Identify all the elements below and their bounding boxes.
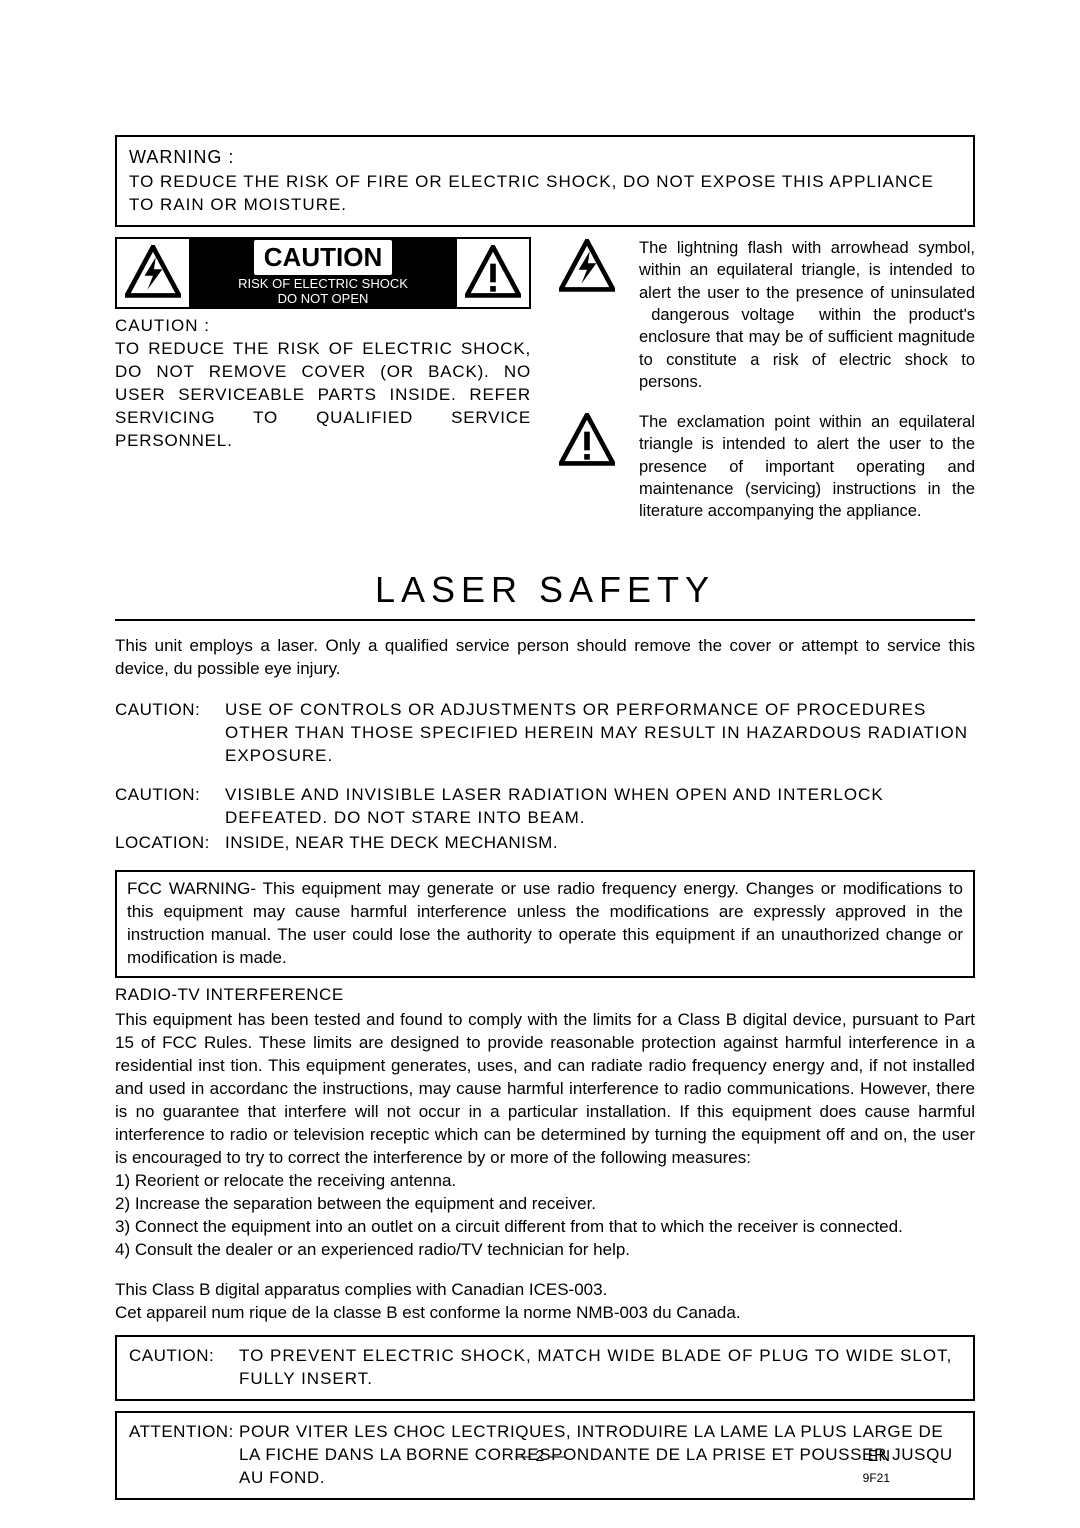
radio-tv-body: This equipment has been tested and found… bbox=[115, 1009, 975, 1170]
caution-body: VISIBLE AND INVISIBLE LASER RADIATION WH… bbox=[225, 784, 975, 830]
page-language: EN bbox=[868, 1446, 890, 1468]
left-column: CAUTION RISK OF ELECTRIC SHOCK DO NOT OP… bbox=[115, 237, 531, 540]
radio-tv-title: RADIO-TV INTERFERENCE bbox=[115, 984, 975, 1007]
measure-2: 2) Increase the separation between the e… bbox=[115, 1193, 975, 1216]
warning-body: TO REDUCE THE RISK OF FIRE OR ELECTRIC S… bbox=[129, 171, 961, 217]
caution-label-line2: DO NOT OPEN bbox=[278, 292, 369, 307]
laser-intro: This unit employs a laser. Only a qualif… bbox=[115, 635, 975, 681]
caution-body: USE OF CONTROLS OR ADJUSTMENTS OR PERFOR… bbox=[225, 699, 975, 768]
caution-label: CAUTION: bbox=[115, 784, 225, 830]
plug-en-label: CAUTION: bbox=[129, 1345, 239, 1391]
caution-label: CAUTION: bbox=[115, 699, 225, 768]
location-row: LOCATION: INSIDE, NEAR THE DECK MECHANIS… bbox=[115, 832, 975, 855]
caution-row-2: CAUTION: VISIBLE AND INVISIBLE LASER RAD… bbox=[115, 784, 975, 830]
plug-en-body: TO PREVENT ELECTRIC SHOCK, MATCH WIDE BL… bbox=[239, 1345, 961, 1391]
exclaim-icon bbox=[559, 411, 619, 522]
measures-list: 1) Reorient or relocate the receiving an… bbox=[115, 1170, 975, 1262]
caution-label-line1: RISK OF ELECTRIC SHOCK bbox=[238, 277, 408, 292]
bolt-icon bbox=[559, 237, 619, 393]
caution-title: CAUTION : bbox=[115, 315, 531, 338]
lightning-paragraph: The lightning flash with arrowhead symbo… bbox=[559, 237, 975, 393]
caution-body: TO REDUCE THE RISK OF ELECTRIC SHOCK, DO… bbox=[115, 338, 531, 453]
bolt-icon bbox=[117, 239, 189, 307]
plug-caution-en-box: CAUTION: TO PREVENT ELECTRIC SHOCK, MATC… bbox=[115, 1335, 975, 1401]
warning-title: WARNING : bbox=[129, 145, 961, 169]
exclaim-icon bbox=[457, 239, 529, 307]
measure-1: 1) Reorient or relocate the receiving an… bbox=[115, 1170, 975, 1193]
warning-box: WARNING : TO REDUCE THE RISK OF FIRE OR … bbox=[115, 135, 975, 227]
exclaim-text: The exclamation point within an equilate… bbox=[639, 411, 975, 522]
class-b-fr: Cet appareil num rique de la classe B es… bbox=[115, 1302, 975, 1325]
measure-3: 3) Connect the equipment into an outlet … bbox=[115, 1216, 975, 1239]
location-label: LOCATION: bbox=[115, 832, 225, 855]
caution-label-center: CAUTION RISK OF ELECTRIC SHOCK DO NOT OP… bbox=[189, 239, 457, 307]
page-number: — 2 — bbox=[0, 1446, 1080, 1468]
lightning-text: The lightning flash with arrowhead symbo… bbox=[639, 237, 975, 393]
location-body: INSIDE, NEAR THE DECK MECHANISM. bbox=[225, 832, 975, 855]
exclaim-paragraph: The exclamation point within an equilate… bbox=[559, 411, 975, 522]
caution-label-title: CAUTION bbox=[254, 240, 392, 275]
class-b-en: This Class B digital apparatus complies … bbox=[115, 1279, 975, 1302]
measure-4: 4) Consult the dealer or an experienced … bbox=[115, 1239, 975, 1262]
caution-label-box: CAUTION RISK OF ELECTRIC SHOCK DO NOT OP… bbox=[115, 237, 531, 309]
caution-row-1: CAUTION: USE OF CONTROLS OR ADJUSTMENTS … bbox=[115, 699, 975, 768]
right-column: The lightning flash with arrowhead symbo… bbox=[559, 237, 975, 540]
fcc-warning-box: FCC WARNING- This equipment may generate… bbox=[115, 870, 975, 978]
laser-safety-title: LASER SAFETY bbox=[115, 552, 975, 621]
page-footer: — 2 — EN 9F21 bbox=[0, 1446, 1080, 1468]
page-code: 9F21 bbox=[863, 1470, 890, 1486]
caution-columns: CAUTION RISK OF ELECTRIC SHOCK DO NOT OP… bbox=[115, 237, 975, 540]
